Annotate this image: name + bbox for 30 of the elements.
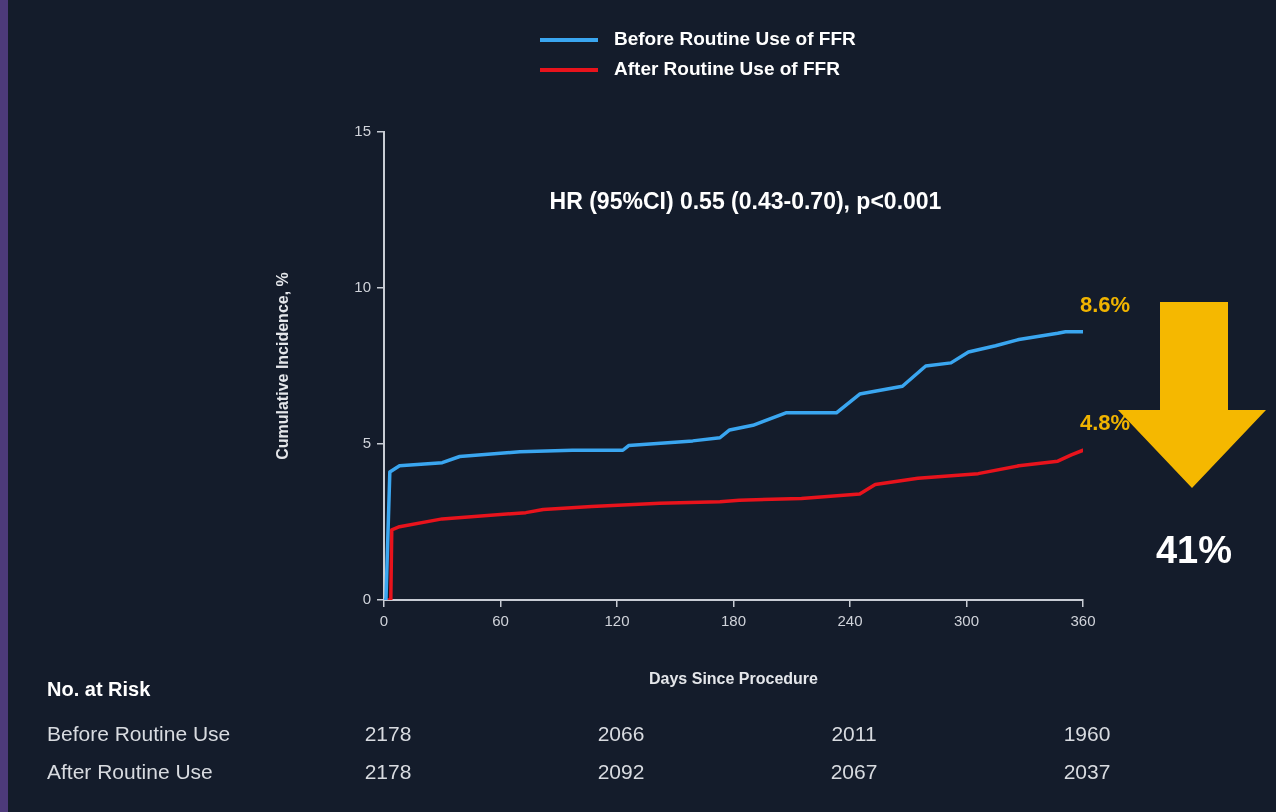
x-tick-label: 300: [953, 612, 980, 630]
annotation: HR (95%CI) 0.55 (0.43-0.70), p<0.001: [549, 188, 942, 215]
text: 2011: [831, 721, 877, 745]
x-tick-label: 180: [720, 612, 747, 630]
y-tick-label: 5: [362, 434, 371, 452]
x-tick-label: 60: [492, 612, 509, 630]
text: After Routine Use: [47, 759, 213, 783]
x-tick-label: 240: [837, 612, 863, 630]
text: 2037: [1063, 759, 1111, 783]
y-tick-label: 15: [354, 122, 371, 140]
x-tick-label: 120: [604, 612, 630, 630]
text: 41%: [1155, 529, 1233, 572]
x-axis-title: Days Since Procedure: [649, 670, 819, 688]
text: 2067: [830, 759, 878, 783]
text: 2066: [597, 721, 645, 745]
y-tick-label: 10: [354, 278, 371, 296]
annotation: 4.8%: [1079, 410, 1131, 436]
text: Before Routine Use: [47, 721, 231, 745]
legend-label: Before Routine Use of FFR: [614, 28, 857, 50]
text: 2092: [597, 759, 645, 783]
legend-label: After Routine Use of FFR: [614, 58, 841, 80]
y-axis-title: Cumulative Incidence, %: [274, 272, 292, 460]
text: 2178: [364, 759, 412, 783]
x-tick-label: 0: [379, 612, 389, 630]
text: No. at Risk: [47, 677, 152, 700]
annotation: 8.6%: [1079, 291, 1131, 317]
y-tick-label: 0: [362, 590, 371, 608]
x-tick-label: 360: [1070, 612, 1096, 630]
text: 1960: [1063, 721, 1111, 745]
text: 2178: [364, 721, 412, 745]
